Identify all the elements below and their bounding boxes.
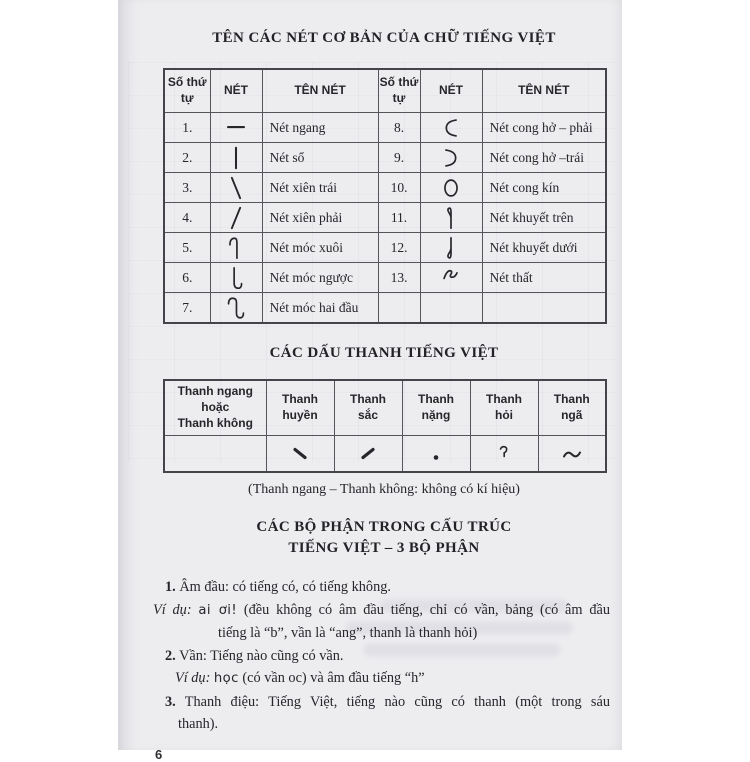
table-row: 6. Nét móc ngược 13. Nét thất xyxy=(163,262,607,293)
tone-header-nang: Thanh nặng xyxy=(401,379,471,436)
stroke-number: 9. xyxy=(377,142,421,173)
col-header-number: Số thứ tự xyxy=(163,68,211,113)
stroke-number: 4. xyxy=(163,202,211,233)
stroke-name: Nét móc ngược xyxy=(261,262,379,293)
stroke-number: 6. xyxy=(163,262,211,293)
tone-table-caption: (Thanh ngang – Thanh không: không có kí … xyxy=(248,482,520,497)
tone-header-ngang: Thanh ngang hoặc Thanh không xyxy=(163,379,267,436)
stroke-number: 2. xyxy=(163,142,211,173)
lower-loop-stroke-icon xyxy=(419,232,483,263)
stroke-name: Nét khuyết trên xyxy=(481,202,607,233)
stroke-number: 3. xyxy=(163,172,211,203)
section2-title: CÁC DẤU THANH TIẾNG VIỆT xyxy=(269,345,499,361)
empty-cell xyxy=(419,292,483,324)
col-header-number: Số thứ tự xyxy=(377,68,421,113)
tone-marks-row xyxy=(163,435,607,473)
stroke-name: Nét ngang xyxy=(261,112,379,143)
table-row: 3. Nét xiên trái 10. Nét cong kín xyxy=(163,172,607,203)
stroke-name: Nét thất xyxy=(481,262,607,293)
stroke-number: 5. xyxy=(163,232,211,263)
col-header-stroke: NÉT xyxy=(209,68,263,113)
table-row: 1. Nét ngang 8. Nét cong hở – phải xyxy=(163,112,607,143)
col-header-stroke: NÉT xyxy=(419,68,483,113)
double-hook-stroke-icon xyxy=(209,292,263,324)
col-header-name: TÊN NÉT xyxy=(261,68,379,113)
tone-marks-table: Thanh ngang hoặc Thanh không Thanh huyền… xyxy=(163,379,607,473)
table-header-row: Số thứ tự NÉT TÊN NÉT Số thứ tự NÉT TÊN … xyxy=(163,68,607,113)
table-row: 5. Nét móc xuôi 12. Nét khuyết dưới xyxy=(163,232,607,263)
stroke-number: 13. xyxy=(377,262,421,293)
left-slant-stroke-icon xyxy=(209,172,263,203)
empty-cell xyxy=(377,292,421,324)
forward-hook-stroke-icon xyxy=(209,232,263,263)
stroke-number: 12. xyxy=(377,232,421,263)
list-item-1: 1. Âm đầu: có tiếng có, có tiếng không. xyxy=(165,579,391,595)
stroke-name: Nét cong hở – phải xyxy=(481,112,607,143)
table-row: 2. Nét sổ 9. Nét cong hở –trái xyxy=(163,142,607,173)
tone-header-huyen: Thanh huyền xyxy=(265,379,335,436)
list-item-3-line-1: 3. Thanh điệu: Tiếng Việt, tiếng nào cũn… xyxy=(165,693,610,710)
stroke-name: Nét móc hai đầu xyxy=(261,292,379,324)
stroke-name: Nét cong kín xyxy=(481,172,607,203)
example-2-line: Ví dụ: học (có vần oc) và âm đầu tiếng “… xyxy=(175,670,425,686)
reverse-hook-stroke-icon xyxy=(209,262,263,293)
stroke-name: Nét khuyết dưới xyxy=(481,232,607,263)
acute-mark-icon xyxy=(333,435,403,473)
example-1-line-2: tiếng là “b”, vần là “ang”, thanh là tha… xyxy=(218,625,478,641)
tone-header-nga: Thanh ngã xyxy=(537,379,607,436)
stroke-name: Nét móc xuôi xyxy=(261,232,379,263)
hook-mark-icon xyxy=(469,435,539,473)
tone-header-sac: Thanh sắc xyxy=(333,379,403,436)
book-page: TÊN CÁC NÉT CƠ BẢN CỦA CHỮ TIẾNG VIỆT Số… xyxy=(118,0,622,762)
table-row: 7. Nét móc hai đầu xyxy=(163,292,607,324)
example-1-line-1: Ví dụ: ai ơi! (đều không có âm đầu tiếng… xyxy=(153,601,610,618)
closed-curve-icon xyxy=(419,172,483,203)
open-curve-right-icon xyxy=(419,112,483,143)
stroke-number: 7. xyxy=(163,292,211,324)
stroke-number: 1. xyxy=(163,112,211,143)
upper-loop-stroke-icon xyxy=(419,202,483,233)
stroke-number: 10. xyxy=(377,172,421,203)
stroke-name: Nét xiên trái xyxy=(261,172,379,203)
open-curve-left-icon xyxy=(419,142,483,173)
grave-mark-icon xyxy=(265,435,335,473)
stroke-name: Nét sổ xyxy=(261,142,379,173)
horizontal-stroke-icon xyxy=(209,112,263,143)
section3-title: CÁC BỘ PHẬN TRONG CẤU TRÚC TIẾNG VIỆT – … xyxy=(256,519,512,556)
table-row: 4. Nét xiên phải 11. Nét khuyết trên xyxy=(163,202,607,233)
tone-header-hoi: Thanh hỏi xyxy=(469,379,539,436)
no-mark-cell xyxy=(163,435,267,473)
basic-strokes-table: Số thứ tự NÉT TÊN NÉT Số thứ tự NÉT TÊN … xyxy=(163,68,607,324)
list-item-2: 2. Vần: Tiếng nào cũng có vần. xyxy=(165,647,344,664)
stroke-number: 11. xyxy=(377,202,421,233)
empty-cell xyxy=(481,292,607,324)
page-content: TÊN CÁC NÉT CƠ BẢN CỦA CHỮ TIẾNG VIỆT Số… xyxy=(118,0,622,762)
tone-header-row: Thanh ngang hoặc Thanh không Thanh huyền… xyxy=(163,379,607,436)
right-slant-stroke-icon xyxy=(209,202,263,233)
list-item-3-line-2: thanh). xyxy=(178,716,219,732)
stroke-number: 8. xyxy=(377,112,421,143)
vertical-stroke-icon xyxy=(209,142,263,173)
stroke-name: Nét xiên phải xyxy=(261,202,379,233)
section1-title: TÊN CÁC NÉT CƠ BẢN CỦA CHỮ TIẾNG VIỆT xyxy=(212,30,556,46)
dot-below-mark-icon xyxy=(401,435,471,473)
structure-list: 1. Âm đầu: có tiếng có, có tiếng không. … xyxy=(118,576,622,736)
stroke-name: Nét cong hở –trái xyxy=(481,142,607,173)
page-number: 6 xyxy=(155,746,163,762)
tilde-mark-icon xyxy=(537,435,607,473)
col-header-name: TÊN NÉT xyxy=(481,68,607,113)
knot-stroke-icon xyxy=(419,262,483,293)
